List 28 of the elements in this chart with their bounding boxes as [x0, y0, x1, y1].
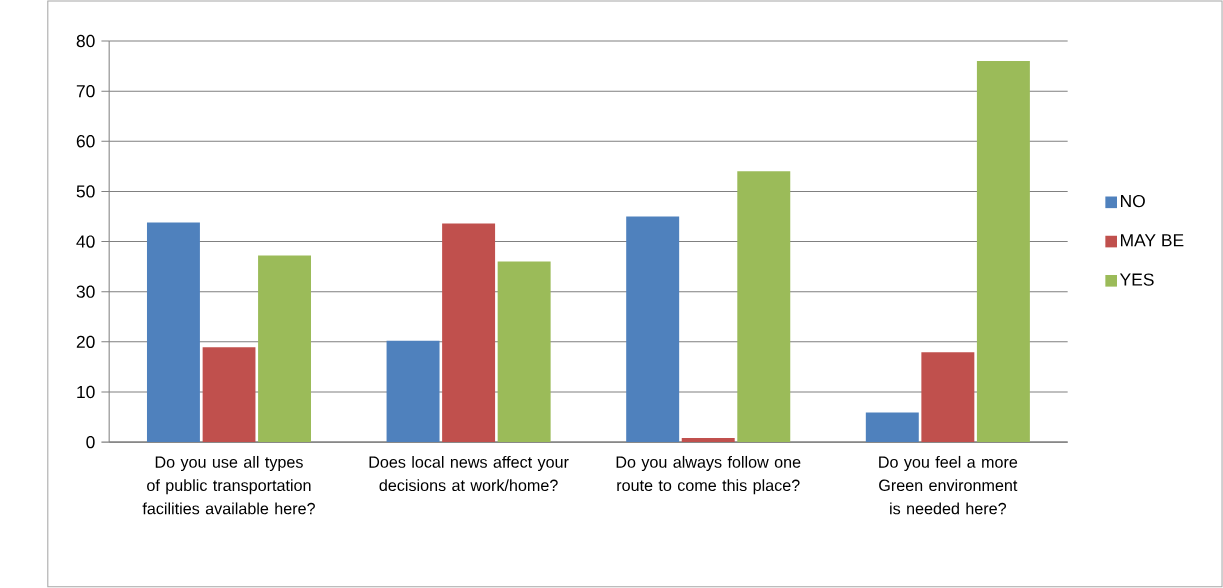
bar [386, 340, 440, 443]
bar [146, 222, 200, 443]
legend-label: MAY BE [1121, 234, 1184, 247]
bar [681, 438, 735, 443]
bar [442, 223, 496, 443]
bar [258, 255, 312, 443]
y-tick-label: 40 [76, 235, 95, 248]
bar [497, 261, 551, 443]
x-tick-label: Do you always follow one route to come this place? [616, 455, 801, 495]
y-tick-label: 30 [76, 285, 95, 298]
bar [865, 412, 919, 443]
legend-label: YES [1119, 273, 1154, 286]
y-tick-label: 0 [86, 435, 95, 449]
y-tick-label: 50 [76, 185, 95, 198]
y-tick-label: 60 [76, 135, 95, 148]
bar [202, 347, 256, 443]
y-tick-label: 10 [77, 385, 95, 399]
legend-label: NO [1121, 194, 1145, 208]
x-tick-label: Do you feel a more Green environment is needed here? [879, 455, 1018, 515]
bar [626, 216, 680, 443]
y-tick-label: 80 [76, 34, 95, 48]
x-tick-label: Does local news affect your decisions at work/home? [369, 455, 569, 492]
y-tick-label: 70 [76, 84, 95, 98]
bar [976, 61, 1030, 443]
x-tick-label: Do you use all types of public transportation facilities available here? [142, 455, 315, 515]
bar [737, 171, 791, 443]
y-tick-label: 20 [76, 335, 95, 348]
bar [921, 352, 975, 443]
